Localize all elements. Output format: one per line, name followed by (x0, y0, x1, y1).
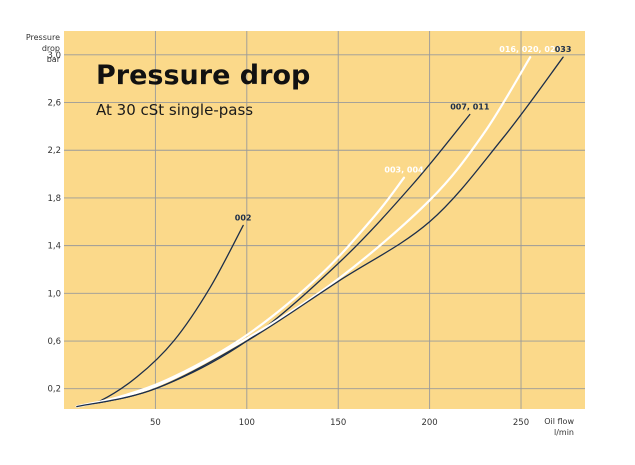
x-axis-title-line-1: Oil flow (544, 417, 574, 426)
x-tick-labels: 50 100 150 200 250 (150, 418, 529, 428)
plot-background (64, 31, 585, 409)
chart-subtitle: At 30 cSt single-pass (96, 101, 253, 119)
y-tick-labels: 0,2 0,6 1,0 1,4 1,8 2,2 2,6 3,0 (47, 51, 61, 395)
y-axis-title-line-3: bar (47, 55, 61, 64)
y-tick-label: 2,2 (47, 146, 61, 156)
series-label-4: 016, 020, 023 (499, 45, 561, 54)
chart-title: Pressure drop (96, 60, 310, 91)
y-tick-label: 1,8 (47, 194, 61, 204)
y-tick-label: 3,0 (47, 51, 61, 61)
series-label-2: 003, 004 (384, 166, 424, 175)
series-lines (75, 56, 564, 408)
x-tick-label: 250 (513, 418, 529, 428)
x-tick-label: 100 (239, 418, 255, 428)
y-axis-title-line-2: drop (42, 44, 60, 53)
grid-lines (64, 31, 585, 409)
x-axis-title-line-2: l/min (554, 428, 574, 437)
series-label-3: 007, 011 (450, 102, 490, 111)
x-tick-label: 150 (330, 418, 346, 428)
x-tick-label: 50 (150, 418, 161, 428)
series-label-1: 002 (235, 213, 252, 222)
y-tick-label: 1,0 (47, 289, 61, 299)
y-tick-label: 0,6 (47, 337, 61, 347)
y-tick-label: 0,2 (47, 385, 61, 395)
x-tick-label: 200 (421, 418, 437, 428)
y-axis-title-line-1: Pressure (26, 33, 60, 42)
series-label-5: 033 (555, 45, 572, 54)
y-tick-label: 2,6 (47, 99, 61, 109)
y-tick-label: 1,4 (47, 242, 61, 252)
series-line-5 (76, 56, 564, 408)
series-line-4 (75, 56, 532, 408)
